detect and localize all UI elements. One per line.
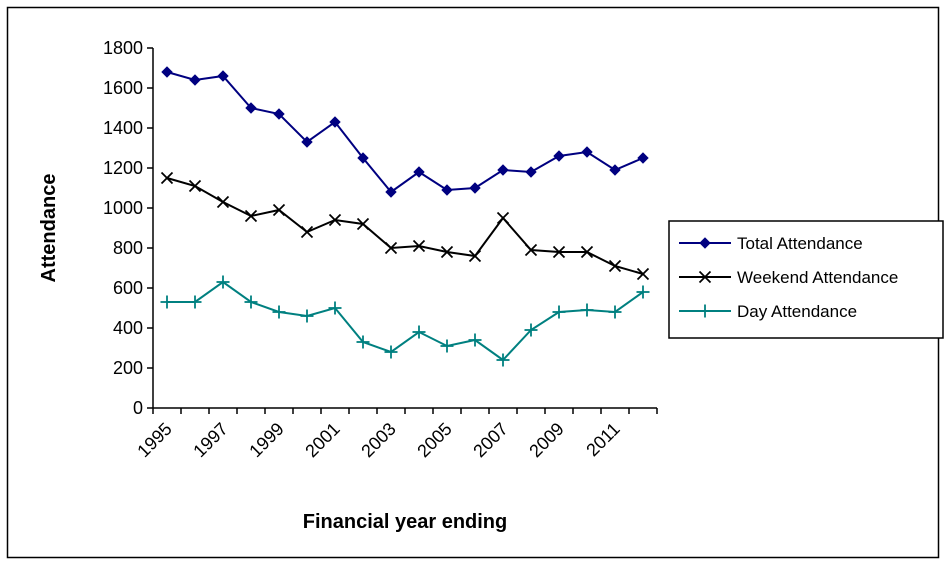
data-point bbox=[272, 203, 286, 217]
data-point bbox=[608, 305, 622, 319]
y-tick-label: 800 bbox=[113, 238, 143, 258]
y-tick-label: 1200 bbox=[103, 158, 143, 178]
data-point bbox=[300, 225, 314, 239]
data-point bbox=[412, 239, 426, 253]
data-point bbox=[328, 213, 342, 227]
data-point bbox=[189, 74, 201, 86]
data-point bbox=[385, 186, 397, 198]
legend-label: Day Attendance bbox=[737, 302, 857, 321]
data-point bbox=[497, 164, 509, 176]
data-point bbox=[356, 217, 370, 231]
data-point bbox=[356, 335, 370, 349]
data-point bbox=[637, 152, 649, 164]
data-point bbox=[525, 166, 537, 178]
y-tick-label: 600 bbox=[113, 278, 143, 298]
data-point bbox=[553, 150, 565, 162]
data-point bbox=[440, 245, 454, 259]
data-point bbox=[440, 339, 454, 353]
data-point bbox=[581, 146, 593, 158]
data-point bbox=[160, 295, 174, 309]
legend-box bbox=[668, 220, 944, 339]
data-point bbox=[357, 152, 369, 164]
data-point bbox=[300, 309, 314, 323]
data-point bbox=[244, 209, 258, 223]
data-point bbox=[188, 179, 202, 193]
data-point bbox=[216, 195, 230, 209]
x-axis-title: Financial year ending bbox=[303, 511, 508, 533]
legend-marker bbox=[699, 237, 711, 249]
y-tick-label: 1400 bbox=[103, 118, 143, 138]
data-point bbox=[188, 295, 202, 309]
y-tick-label: 0 bbox=[133, 398, 143, 418]
data-point bbox=[552, 245, 566, 259]
series-line-1 bbox=[166, 177, 644, 275]
data-point bbox=[524, 243, 538, 257]
data-point bbox=[245, 102, 257, 114]
y-tick-label: 1600 bbox=[103, 78, 143, 98]
data-point bbox=[468, 333, 482, 347]
data-point bbox=[384, 241, 398, 255]
legend-label: Total Attendance bbox=[737, 234, 863, 253]
data-point bbox=[273, 108, 285, 120]
data-point bbox=[468, 249, 482, 263]
y-tick-label: 1800 bbox=[103, 38, 143, 58]
data-point bbox=[496, 353, 510, 367]
data-point bbox=[496, 211, 510, 225]
data-point bbox=[636, 267, 650, 281]
data-point bbox=[217, 70, 229, 82]
legend-marker bbox=[698, 270, 712, 284]
data-point bbox=[636, 285, 650, 299]
data-point bbox=[412, 325, 426, 339]
data-point bbox=[413, 166, 425, 178]
data-point bbox=[160, 171, 174, 185]
data-point bbox=[469, 182, 481, 194]
data-point bbox=[244, 295, 258, 309]
legend: Total Attendance Weekend Attendance Day At… bbox=[668, 220, 944, 339]
data-point bbox=[552, 305, 566, 319]
y-tick-label: 200 bbox=[113, 358, 143, 378]
data-point bbox=[161, 66, 173, 78]
data-point bbox=[608, 259, 622, 273]
data-point bbox=[384, 345, 398, 359]
data-point bbox=[301, 136, 313, 148]
data-point bbox=[609, 164, 621, 176]
data-point bbox=[216, 275, 230, 289]
y-tick-label: 1000 bbox=[103, 198, 143, 218]
y-tick-label: 400 bbox=[113, 318, 143, 338]
data-point bbox=[524, 323, 538, 337]
data-point bbox=[328, 301, 342, 315]
data-point bbox=[580, 245, 594, 259]
data-point bbox=[580, 303, 594, 317]
y-axis-title: Attendance bbox=[38, 174, 60, 283]
data-point bbox=[272, 305, 286, 319]
data-point bbox=[441, 184, 453, 196]
data-point bbox=[329, 116, 341, 128]
legend-label: Weekend Attendance bbox=[737, 268, 898, 287]
legend-marker bbox=[698, 304, 712, 318]
